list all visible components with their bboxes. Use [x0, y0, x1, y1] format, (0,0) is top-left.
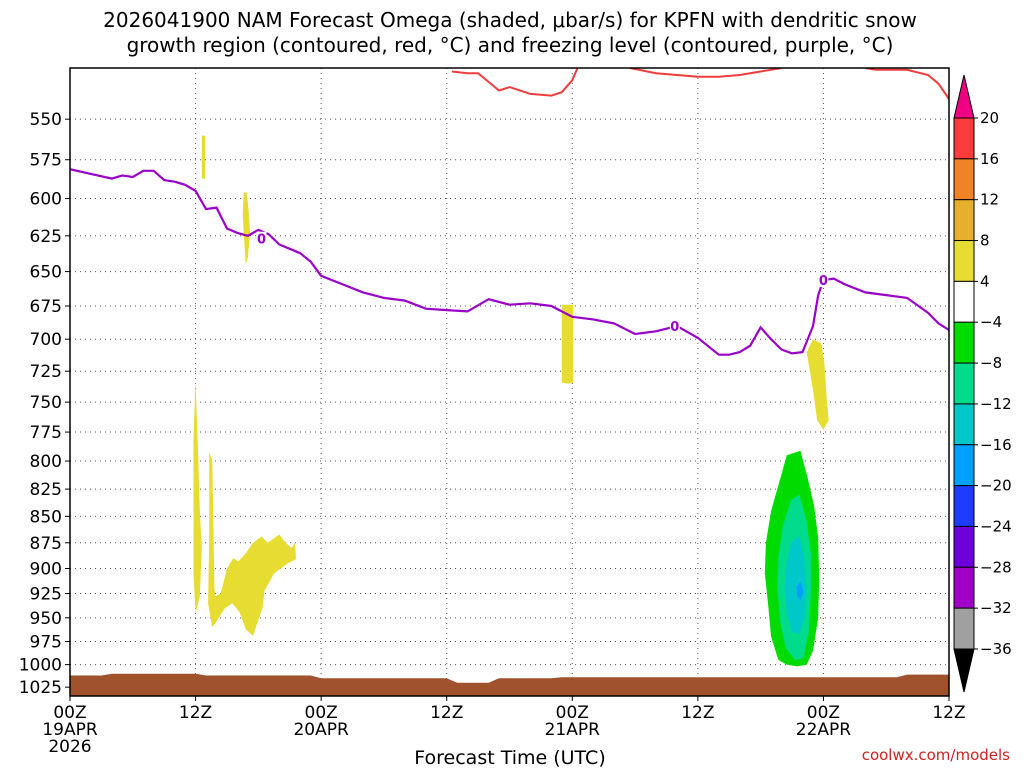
x-tick-label: 00Z — [556, 703, 589, 723]
colorbar-label: −20 — [980, 477, 1012, 495]
y-tick-label: 1000 — [19, 656, 62, 676]
y-tick-label: 625 — [30, 227, 62, 247]
y-tick-label: 575 — [30, 151, 62, 171]
freezing-level-label: 0 — [670, 320, 679, 335]
y-tick-label: 875 — [30, 534, 62, 554]
plot-area: 0 0 0 — [70, 68, 949, 696]
x-tick-label: 20APR — [293, 720, 349, 740]
x-tick-label: 12Z — [179, 703, 212, 723]
y-tick-label: 650 — [30, 263, 62, 283]
x-tick-label: 00Z — [305, 703, 338, 723]
colorbar-label: −16 — [980, 436, 1012, 454]
x-tick-label: 12Z — [932, 703, 965, 723]
omega-area — [242, 192, 250, 265]
dgz-contour-line — [451, 68, 579, 97]
freezing-label-bg — [669, 319, 680, 334]
x-tick-label: 19APR — [42, 720, 98, 740]
omega-area — [796, 581, 804, 601]
freezing-label-bg — [818, 272, 829, 287]
freezing-level-label: 0 — [819, 274, 828, 289]
x-tick-label: 21APR — [545, 720, 601, 740]
x-tick-label: 00Z — [53, 703, 86, 723]
y-tick-label: 725 — [30, 362, 62, 382]
y-tick-label: 750 — [30, 393, 62, 413]
omega-area — [201, 135, 205, 179]
colorbar-bin — [953, 485, 975, 527]
colorbar-label: −28 — [980, 558, 1012, 576]
y-tick-label: 675 — [30, 297, 62, 317]
chart-title-line2: growth region (contoured, red, °C) and f… — [127, 33, 894, 57]
freezing-level-line — [70, 168, 949, 356]
x-tick-label: 12Z — [681, 703, 714, 723]
axes: 550 575 600 625 650 675 700 725 750 775 800 825 850 8… — [19, 67, 966, 757]
x-tick-label: 22APR — [796, 720, 852, 740]
colorbar-label: −36 — [980, 640, 1012, 658]
y-tick-label: 900 — [30, 559, 62, 579]
colorbar-bin — [953, 362, 975, 405]
x-axis-label: Forecast Time (UTC) — [414, 747, 605, 768]
freezing-label-bg — [256, 231, 267, 246]
y-tick-label: 925 — [30, 584, 62, 604]
omega-area — [784, 535, 807, 634]
colorbar-bin — [953, 199, 975, 242]
x-tick-label: 12Z — [430, 703, 463, 723]
colorbar-bin — [953, 607, 975, 650]
colorbar-bin — [953, 403, 975, 446]
omega-area — [806, 339, 829, 430]
omega-area — [208, 451, 296, 636]
y-tick-label: 975 — [30, 633, 62, 653]
colorbar-label: 20 — [980, 109, 999, 127]
colorbar-bin — [953, 240, 975, 282]
colorbar-bin — [953, 158, 975, 201]
y-tick-label: 550 — [30, 110, 62, 130]
y-tick-label: 700 — [30, 330, 62, 350]
colorbar-label: 4 — [980, 272, 990, 290]
y-tick-label: 825 — [30, 480, 62, 500]
terrain-band — [70, 673, 949, 696]
y-tick-label: 600 — [30, 190, 62, 210]
colorbar-bin — [953, 566, 975, 609]
colorbar-label: 12 — [980, 191, 999, 209]
colorbar-bin — [953, 321, 975, 364]
y-tick-label: 950 — [30, 609, 62, 629]
dgz-contour-line — [865, 68, 949, 100]
omega-areas — [193, 135, 829, 667]
y-tick-label: 1025 — [19, 678, 62, 698]
omega-area — [193, 381, 202, 613]
y-tick-label: 775 — [30, 423, 62, 443]
dgz-contours — [451, 68, 949, 100]
source-credit: coolwx.com/models — [862, 746, 1010, 764]
omega-area — [561, 304, 574, 384]
colorbar-bin — [953, 117, 975, 160]
colorbar-label: 16 — [980, 150, 999, 168]
colorbar-label: −8 — [980, 354, 1002, 372]
colorbar-label: −24 — [980, 517, 1012, 535]
x-tick-label: 2026 — [48, 737, 91, 757]
colorbar-bin — [953, 444, 975, 487]
colorbar-bin — [953, 525, 975, 568]
plot-frame — [69, 67, 950, 697]
dgz-contour-line — [629, 68, 782, 78]
freezing-level-label: 0 — [257, 233, 266, 248]
x-tick-label: 00Z — [807, 703, 840, 723]
y-tick-label: 800 — [30, 452, 62, 472]
omega-colorbar: 20 16 12 8 4 −4 −8 −12 −16 −20 −24 −28 −32 −36 — [953, 74, 1012, 693]
colorbar-top-arrow — [953, 74, 975, 119]
colorbar-label: −32 — [980, 599, 1012, 617]
colorbar-label: −12 — [980, 395, 1012, 413]
colorbar-bin — [953, 280, 975, 323]
colorbar-bottom-arrow — [953, 648, 975, 693]
chart-title-line1: 2026041900 NAM Forecast Omega (shaded, μ… — [103, 8, 917, 32]
colorbar-label: −4 — [980, 313, 1002, 331]
colorbar-label: 8 — [980, 232, 990, 250]
y-tick-label: 850 — [30, 507, 62, 527]
